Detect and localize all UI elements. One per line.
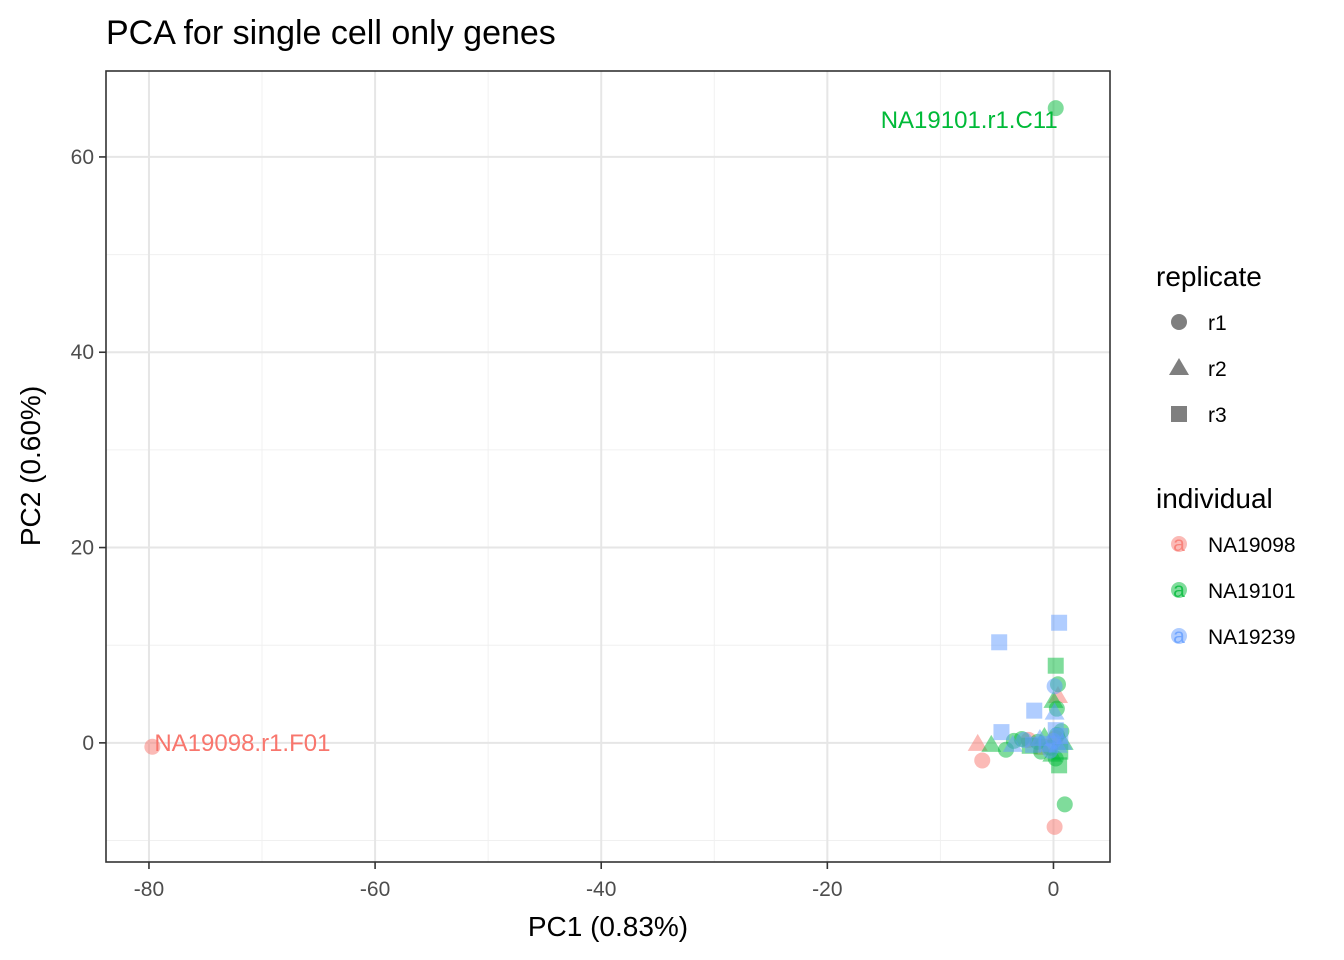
y-tick-label: 0 <box>82 732 94 755</box>
data-point <box>993 724 1010 741</box>
y-axis-ticks: 0 20 40 60 <box>71 146 106 755</box>
legend-label: r1 <box>1208 312 1227 335</box>
legend-label: NA19239 <box>1208 626 1296 649</box>
legend-label: r2 <box>1208 358 1227 381</box>
legend: replicate r1 r2 r3 individual a NA19098 a NA1910… <box>1156 261 1296 649</box>
data-point <box>1044 702 1065 720</box>
series-NA19239 <box>991 614 1073 759</box>
legend-key-circle <box>1171 582 1187 598</box>
legend-key-circle <box>1171 628 1187 644</box>
data-point <box>974 752 991 769</box>
x-tick-label: -20 <box>812 878 842 901</box>
legend-key-glyph: a <box>1173 625 1185 648</box>
data-point <box>981 734 1002 752</box>
data-point <box>1047 100 1064 117</box>
y-axis-title: PC2 (0.60%) <box>15 386 46 546</box>
x-axis-ticks: -80 -60 -40 -20 0 <box>134 862 1060 901</box>
x-tick-label: 0 <box>1048 878 1060 901</box>
x-axis-title: PC1 (0.83%) <box>528 911 688 942</box>
x-tick-label: -40 <box>586 878 616 901</box>
legend-key-triangle <box>1169 358 1189 375</box>
data-point <box>1056 796 1073 813</box>
legend-key-glyph: a <box>1173 579 1185 602</box>
data-point <box>144 738 161 755</box>
point-label: NA19101.r1.C11 <box>881 107 1058 134</box>
data-point <box>967 733 988 751</box>
data-point <box>1042 742 1059 759</box>
data-point <box>1026 702 1043 719</box>
legend-title: individual <box>1156 483 1273 514</box>
y-tick-label: 20 <box>71 537 94 560</box>
legend-label: r3 <box>1208 404 1227 427</box>
legend-key-circle <box>1171 536 1187 552</box>
legend-label: NA19098 <box>1208 534 1296 557</box>
legend-key-square <box>1171 406 1187 422</box>
x-tick-label: -80 <box>134 878 164 901</box>
y-tick-label: 40 <box>71 341 94 364</box>
minor-gridlines <box>106 71 1110 862</box>
data-point <box>1052 728 1069 745</box>
legend-title: replicate <box>1156 261 1262 292</box>
chart-title: PCA for single cell only genes <box>106 14 556 52</box>
data-point <box>1051 614 1068 631</box>
series-NA19098 <box>144 685 1068 835</box>
x-tick-label: -60 <box>360 878 390 901</box>
point-annotations: NA19101.r1.C11 NA19098.r1.F01 <box>154 107 1057 757</box>
plot-panel-border <box>105 70 1111 863</box>
data-points <box>144 100 1074 835</box>
data-point <box>991 634 1008 651</box>
data-point <box>1046 678 1063 695</box>
point-label: NA19098.r1.F01 <box>154 730 330 757</box>
legend-key-glyph: a <box>1173 533 1185 556</box>
data-point <box>1047 657 1064 674</box>
data-point <box>1002 734 1023 752</box>
legend-key-circle <box>1171 314 1187 330</box>
legend-label: NA19101 <box>1208 580 1296 603</box>
data-point <box>1046 818 1063 835</box>
y-tick-label: 60 <box>71 146 94 169</box>
